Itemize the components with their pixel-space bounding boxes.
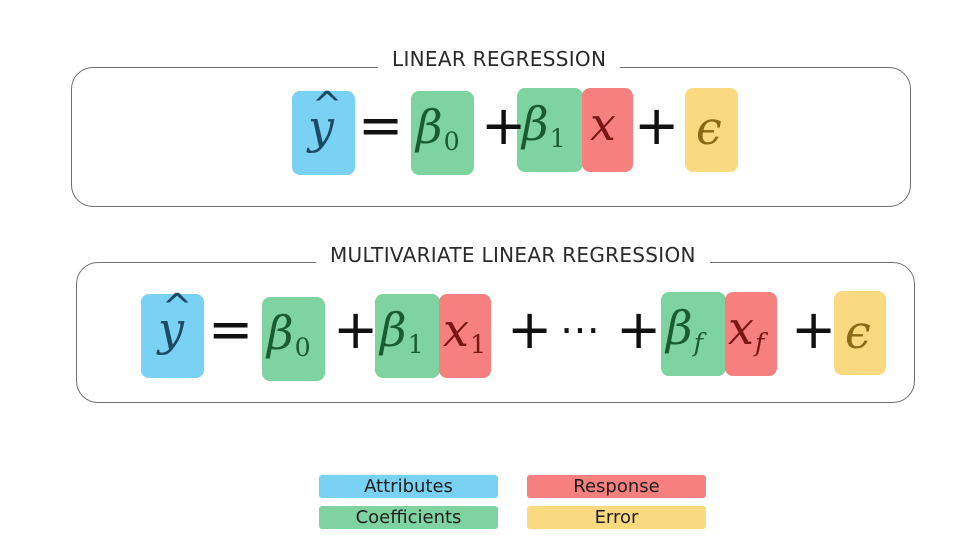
error-highlight bbox=[834, 291, 886, 375]
y-letter: y bbox=[308, 100, 334, 154]
epsilon-symbol: ϵ bbox=[845, 309, 871, 355]
beta-0-symbol: β0 bbox=[267, 310, 311, 360]
coefficient-highlight-b1 bbox=[517, 88, 583, 172]
y-hat-symbol: ^ y bbox=[158, 290, 192, 353]
epsilon-letter: ϵ bbox=[696, 101, 722, 155]
beta-1-symbol: β1 bbox=[380, 307, 424, 357]
ellipsis: ⋯ bbox=[560, 307, 600, 353]
legend-coefficients: Coefficients bbox=[319, 506, 498, 529]
plus-sign: + bbox=[791, 298, 837, 361]
plus-sign: + bbox=[634, 94, 680, 157]
coefficient-highlight-b0 bbox=[262, 297, 325, 381]
x-letter: x bbox=[443, 303, 469, 357]
subscript-f: f bbox=[693, 328, 703, 358]
subscript-f: f bbox=[754, 328, 765, 358]
plus-sign: + bbox=[481, 94, 527, 157]
epsilon-letter: ϵ bbox=[845, 305, 871, 359]
coefficient-highlight-b0 bbox=[411, 91, 474, 175]
x-f-symbol: xf bbox=[728, 305, 764, 355]
plus-sign: + bbox=[333, 298, 379, 361]
linear-regression-title: LINEAR REGRESSION bbox=[378, 45, 621, 73]
attributes-highlight bbox=[141, 294, 204, 378]
legend-error: Error bbox=[527, 506, 706, 529]
plus-sign: + bbox=[616, 298, 662, 361]
beta-letter: β bbox=[416, 100, 443, 154]
y-letter: y bbox=[158, 302, 184, 356]
x-1-symbol: x1 bbox=[443, 307, 486, 357]
legend-response: Response bbox=[527, 475, 706, 498]
subscript-0: 0 bbox=[294, 333, 311, 363]
beta-letter: β bbox=[522, 97, 549, 151]
subscript-0: 0 bbox=[443, 127, 460, 157]
subscript-1: 1 bbox=[549, 124, 566, 154]
response-highlight-x bbox=[582, 88, 633, 172]
legend-attributes: Attributes bbox=[319, 475, 498, 498]
coefficient-highlight-b1 bbox=[375, 294, 440, 378]
plus-sign: + bbox=[507, 298, 553, 361]
x-symbol: x bbox=[590, 101, 616, 147]
error-highlight bbox=[685, 88, 738, 172]
epsilon-symbol: ϵ bbox=[696, 105, 722, 151]
hat-accent: ^ bbox=[312, 85, 343, 126]
multivariate-regression-title: MULTIVARIATE LINEAR REGRESSION bbox=[316, 241, 710, 269]
subscript-1: 1 bbox=[407, 330, 424, 360]
response-highlight-xf bbox=[725, 292, 777, 376]
subscript-1: 1 bbox=[469, 330, 487, 360]
beta-letter: β bbox=[380, 303, 407, 357]
equals-sign: = bbox=[208, 298, 254, 361]
y-hat-symbol: ^ y bbox=[308, 88, 342, 151]
equals-sign: = bbox=[358, 94, 404, 157]
beta-0-symbol: β0 bbox=[416, 104, 460, 154]
x-letter: x bbox=[728, 301, 754, 355]
coefficient-highlight-bf bbox=[661, 292, 726, 376]
x-letter: x bbox=[590, 97, 616, 151]
beta-letter: β bbox=[666, 301, 693, 355]
beta-letter: β bbox=[267, 306, 294, 360]
beta-1-symbol: β1 bbox=[522, 101, 566, 151]
response-highlight-x1 bbox=[439, 294, 491, 378]
beta-f-symbol: βf bbox=[666, 305, 703, 355]
attributes-highlight bbox=[292, 91, 355, 175]
hat-accent: ^ bbox=[162, 287, 193, 328]
